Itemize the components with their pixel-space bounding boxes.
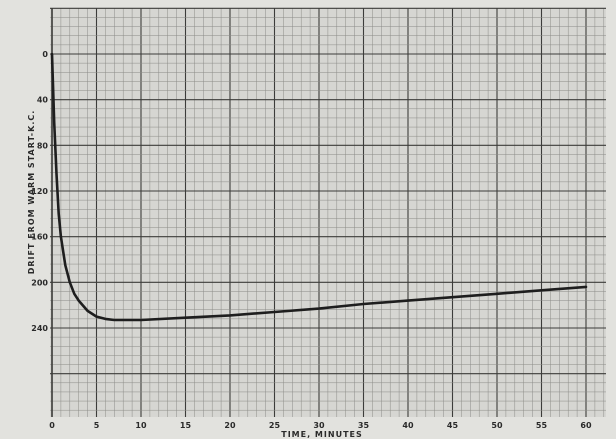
tick-labels: 0 5 10 15 20 25 30 35 40 45 50 55 60 0 40 80 120 160 200 24…	[31, 50, 592, 430]
y-axis-title: DRIFT FROM WARM START-K.C.	[27, 110, 36, 275]
x-tick-label: 10	[135, 421, 147, 430]
x-axis-title: TIME, MINUTES	[281, 430, 363, 439]
x-tick-label: 40	[402, 421, 414, 430]
x-tick-label: 60	[580, 421, 592, 430]
y-tick-label: 40	[37, 96, 49, 105]
x-tick-label: 45	[447, 421, 459, 430]
x-tick-label: 15	[180, 421, 192, 430]
x-tick-label: 50	[491, 421, 503, 430]
y-tick-label: 240	[31, 324, 48, 333]
series-layer	[50, 52, 588, 322]
y-tick-label: 120	[31, 187, 48, 196]
x-tick-label: 55	[536, 421, 548, 430]
x-tick-label: 0	[49, 421, 55, 430]
y-tick-label: 200	[31, 278, 48, 287]
y-tick-label: 80	[37, 141, 49, 150]
x-tick-label: 35	[358, 421, 370, 430]
y-tick-label: 160	[31, 233, 48, 242]
x-tick-label: 25	[269, 421, 281, 430]
y-tick-label: 0	[42, 50, 48, 59]
x-tick-label: 30	[313, 421, 325, 430]
x-tick-label: 5	[94, 421, 100, 430]
series-line-0	[50, 52, 588, 322]
x-tick-label: 20	[224, 421, 236, 430]
